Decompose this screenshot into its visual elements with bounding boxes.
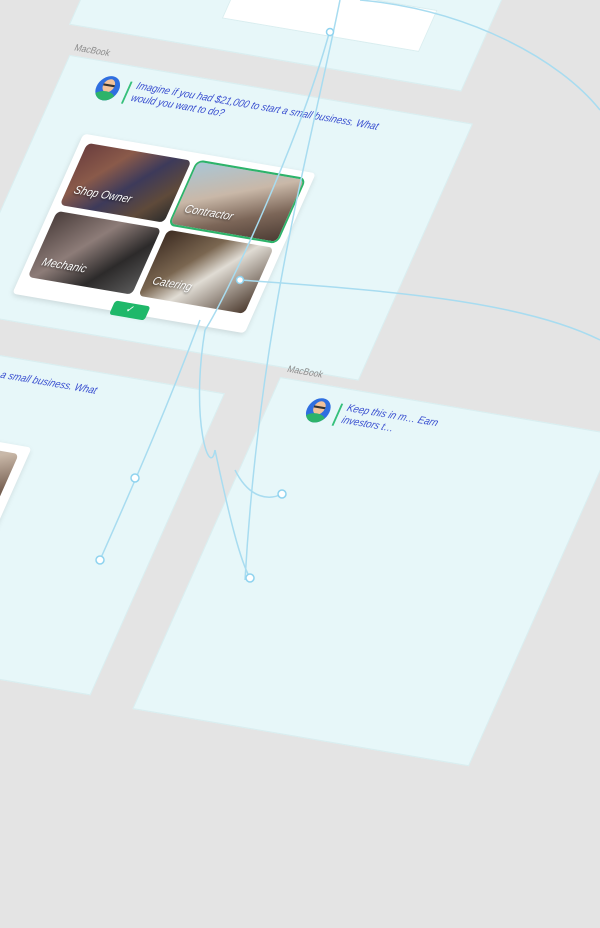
link-hotspot (245, 573, 255, 583)
link-line (198, 329, 216, 459)
link-hotspot (95, 555, 105, 565)
link-hotspot (277, 489, 287, 499)
link-line (244, 0, 341, 581)
link-line (214, 449, 251, 579)
link-line (99, 319, 201, 561)
link-line (239, 279, 600, 341)
link-hotspot (235, 275, 245, 285)
link-line (204, 29, 331, 331)
prototype-canvas[interactable]: MacBook Imagine if you had $21,000 to st… (0, 0, 600, 800)
prototype-links (95, 0, 600, 583)
link-hotspot (130, 473, 140, 483)
link-line (234, 469, 283, 498)
link-line (359, 0, 600, 111)
link-hotspot (325, 27, 335, 37)
